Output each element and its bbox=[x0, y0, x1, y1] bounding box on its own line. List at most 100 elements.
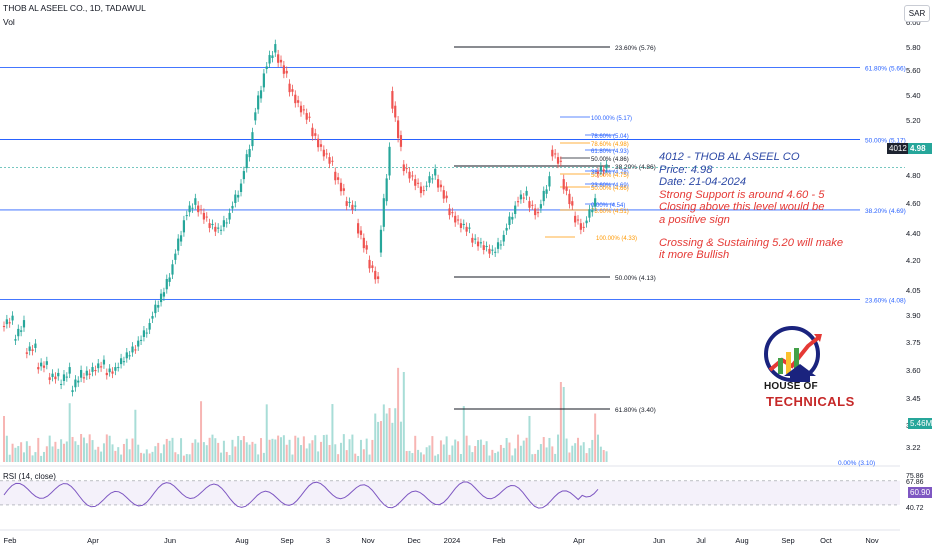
currency-button[interactable]: SAR bbox=[904, 5, 930, 22]
volume-bar bbox=[97, 446, 100, 462]
candle-body bbox=[502, 234, 505, 242]
candle-body bbox=[374, 270, 377, 280]
volume-bar bbox=[388, 408, 391, 462]
volume-bar bbox=[305, 448, 308, 462]
volume-bar bbox=[434, 455, 437, 462]
fib-small-label: 100.00% (5.17) bbox=[591, 116, 632, 122]
volume-bar bbox=[568, 452, 571, 462]
support-line-3: a positive sign bbox=[659, 213, 730, 226]
volume-bar bbox=[177, 454, 180, 462]
candle-body bbox=[548, 176, 551, 187]
candle-body bbox=[77, 380, 80, 383]
volume-bar bbox=[171, 437, 174, 462]
candle-body bbox=[516, 201, 520, 203]
volume-bar bbox=[271, 438, 274, 462]
volume-bar bbox=[462, 406, 465, 462]
volume-bar bbox=[257, 454, 260, 462]
volume-bar bbox=[194, 439, 197, 462]
volume-bar bbox=[371, 439, 374, 462]
candle-body bbox=[259, 90, 263, 99]
volume-bar bbox=[142, 453, 145, 462]
volume-bar bbox=[128, 449, 131, 462]
candle-body bbox=[148, 323, 151, 330]
volume-bar bbox=[74, 441, 77, 462]
volume-bar bbox=[359, 439, 362, 462]
volume-bar bbox=[222, 440, 225, 462]
candle-body bbox=[468, 227, 471, 229]
candle-body bbox=[194, 198, 197, 205]
volume-bar bbox=[280, 437, 283, 462]
fib-small-label: 100.00% (4.33) bbox=[596, 236, 637, 242]
candle-body bbox=[562, 179, 565, 190]
rsi-value-badge: 60.90 bbox=[908, 487, 932, 498]
volume-bar bbox=[559, 382, 562, 462]
candle-body bbox=[605, 164, 608, 169]
candle-body bbox=[311, 127, 314, 137]
candle-body bbox=[554, 153, 557, 155]
volume-bar bbox=[174, 452, 177, 462]
candle-body bbox=[494, 251, 497, 253]
candle-body bbox=[274, 44, 277, 53]
candle-body bbox=[2, 325, 6, 328]
fib-small-label: 78.60% (4.98) bbox=[591, 142, 629, 148]
candle-body bbox=[405, 168, 408, 170]
candle-body bbox=[402, 164, 405, 172]
x-tick-label: Sep bbox=[781, 536, 794, 545]
volume-bar bbox=[31, 455, 34, 462]
fib-mid-label: 38.20% (4.86) bbox=[615, 164, 656, 171]
candle-body bbox=[565, 186, 568, 191]
candle-body bbox=[422, 190, 425, 192]
candle-body bbox=[57, 372, 60, 377]
candle-body bbox=[536, 212, 540, 214]
x-tick-label: Aug bbox=[735, 536, 748, 545]
volume-bar bbox=[479, 439, 482, 462]
volume-bar bbox=[542, 437, 545, 462]
candle-body bbox=[251, 132, 254, 147]
candle-body bbox=[134, 349, 137, 351]
volume-bar bbox=[494, 452, 497, 462]
fib-levels: 61.80% (5.66) 50.00% (5.17) 38.20% (4.69) 2… bbox=[0, 45, 906, 467]
volume-bar bbox=[140, 452, 143, 462]
candle-body bbox=[511, 216, 514, 220]
volume-bar bbox=[428, 445, 431, 462]
volume-bar bbox=[265, 404, 268, 462]
candle-body bbox=[80, 370, 83, 378]
volume-bar bbox=[534, 453, 537, 462]
volume-bar bbox=[551, 446, 554, 462]
candle-body bbox=[168, 277, 171, 282]
candle-body bbox=[596, 171, 600, 174]
x-tick-label: Apr bbox=[573, 536, 585, 545]
rsi-tick-label: 40.72 bbox=[906, 505, 924, 512]
volume-bar bbox=[214, 438, 217, 462]
candle-body bbox=[5, 319, 8, 325]
candle-body bbox=[85, 370, 88, 376]
y-tick-label: 4.20 bbox=[906, 256, 921, 265]
volume-bar bbox=[405, 451, 408, 462]
candle-body bbox=[231, 205, 234, 209]
volume-bar bbox=[117, 447, 120, 462]
candle-body bbox=[408, 171, 411, 179]
volume-bar bbox=[71, 436, 74, 462]
candle-body bbox=[434, 168, 437, 176]
volume-bar bbox=[131, 438, 134, 462]
volume-bars bbox=[3, 367, 608, 462]
candle-body bbox=[559, 160, 562, 162]
volume-bar bbox=[228, 455, 231, 462]
volume-bar bbox=[505, 437, 508, 462]
volume-bar bbox=[111, 444, 114, 462]
candle-body bbox=[245, 154, 248, 169]
y-tick-label: 3.60 bbox=[906, 366, 921, 375]
volume-bar bbox=[82, 437, 85, 462]
y-tick-label: 5.40 bbox=[906, 91, 921, 100]
candle-body bbox=[328, 157, 331, 164]
candle-body bbox=[345, 201, 348, 206]
candle-body bbox=[539, 204, 542, 209]
candle-body bbox=[351, 204, 354, 210]
volume-bar bbox=[348, 439, 351, 462]
volume-bar bbox=[137, 444, 140, 462]
candle-body bbox=[45, 361, 48, 365]
candle-body bbox=[556, 157, 560, 164]
last-price-badge: 4.98 bbox=[908, 143, 932, 154]
volume-bar bbox=[425, 447, 428, 462]
